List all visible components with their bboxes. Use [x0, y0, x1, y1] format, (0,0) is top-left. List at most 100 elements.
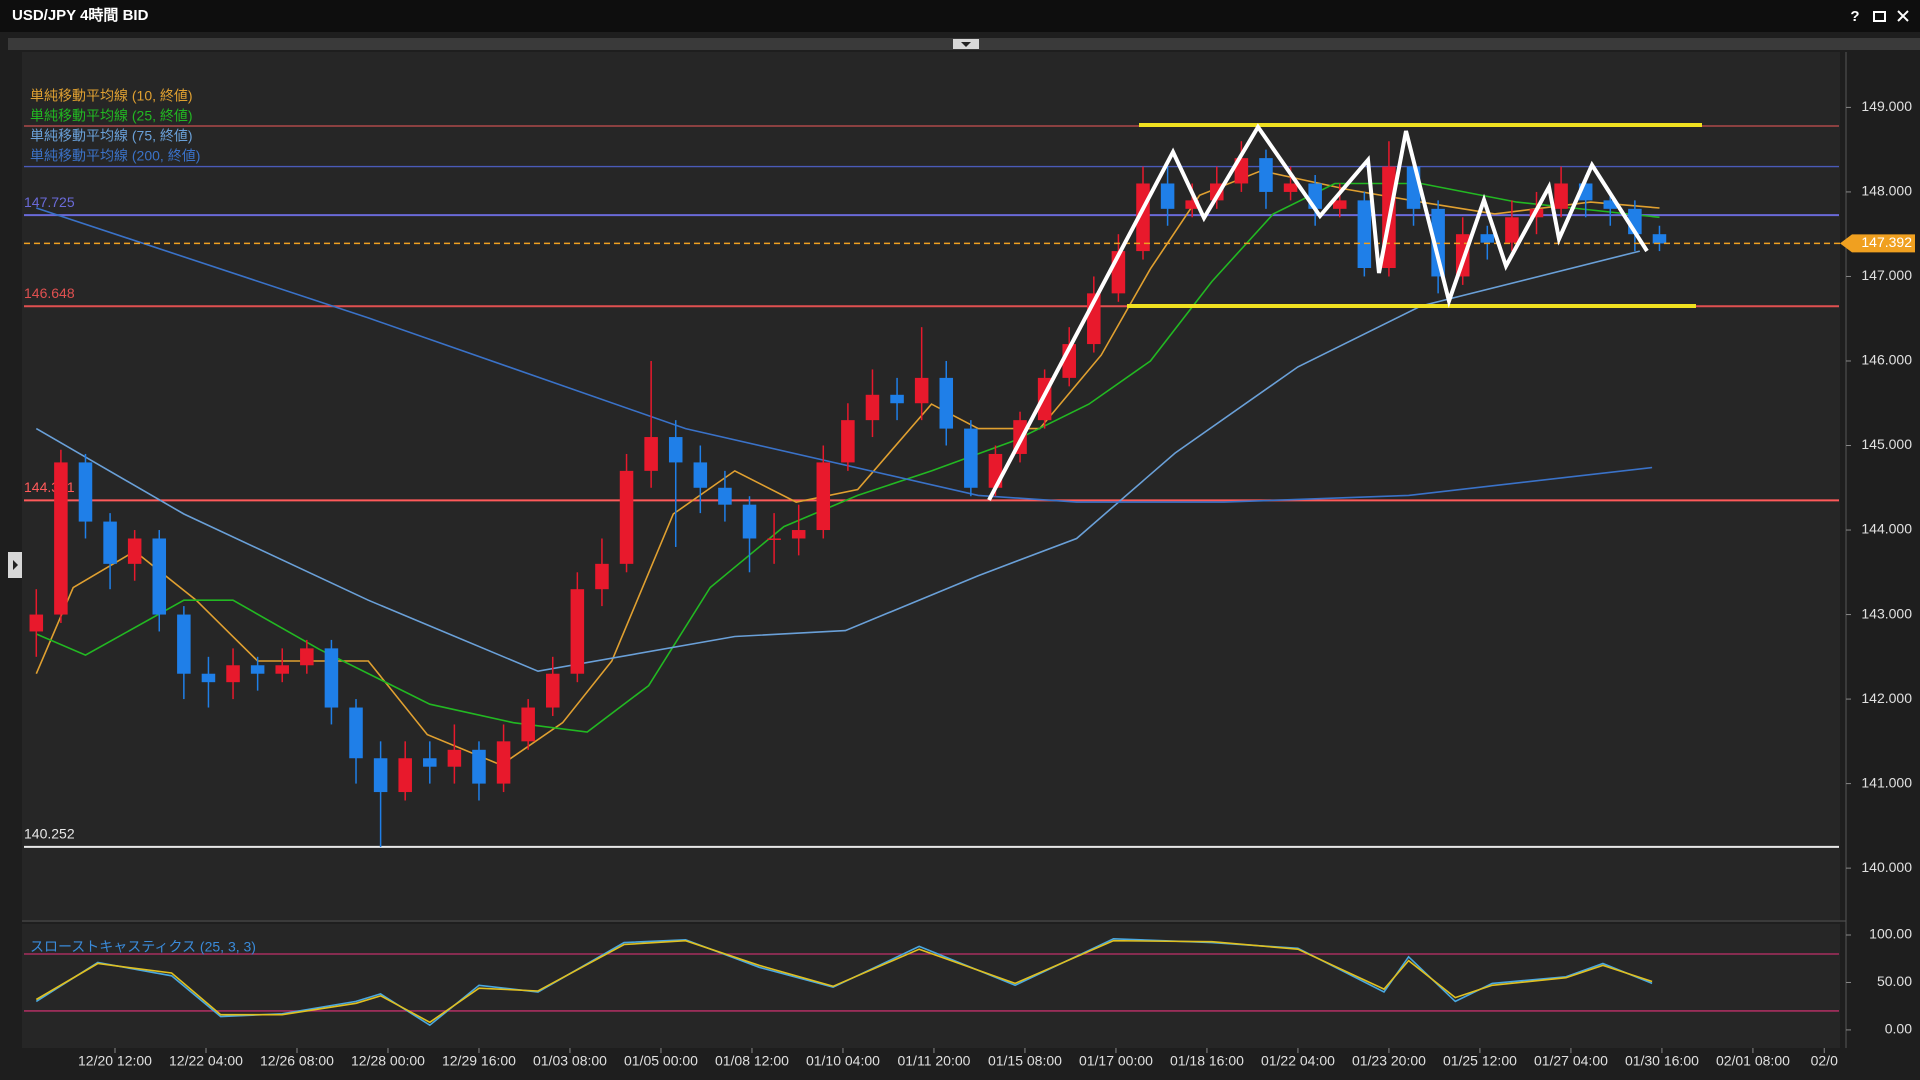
- x-tick-label: 01/17 00:00: [1079, 1053, 1153, 1069]
- indicator-chart: 0.00 50.00 100.00 スローストキャスティクス (25, 3, 3): [24, 926, 1912, 1037]
- candle-body: [152, 538, 167, 615]
- legend-entry: 単純移動平均線 (200, 終値): [30, 148, 200, 164]
- candle-body: [1505, 217, 1519, 243]
- candle-body: [1283, 183, 1298, 192]
- y-tick-label: 148.000: [1861, 183, 1912, 199]
- candle-body: [595, 563, 609, 590]
- y-tick-label: 140.000: [1861, 859, 1912, 875]
- level-label: 146.648: [24, 285, 75, 301]
- x-tick-label: 01/27 04:00: [1534, 1053, 1608, 1069]
- x-tick-label: 12/28 00:00: [351, 1053, 425, 1069]
- candle-body: [767, 538, 781, 540]
- legend-entry: 単純移動平均線 (75, 終値): [30, 128, 193, 144]
- x-tick-label: 01/11 20:00: [897, 1053, 970, 1069]
- candle-body: [349, 707, 363, 759]
- x-tick-label: 01/25 12:00: [1443, 1053, 1517, 1069]
- y-tick-label: 142.000: [1861, 690, 1912, 706]
- candle-body: [570, 589, 585, 674]
- candle-body: [177, 614, 191, 674]
- side-panel-icon: [13, 560, 18, 570]
- candle-body: [1357, 200, 1372, 269]
- candle-body: [398, 758, 412, 793]
- x-tick-label: 12/20 12:00: [78, 1053, 152, 1069]
- y-tick-label: 147.000: [1861, 267, 1912, 283]
- y-tick-label: 145.000: [1861, 436, 1912, 452]
- candle-body: [226, 665, 240, 683]
- indicator-line: [35, 250, 1640, 673]
- candle-body: [29, 614, 44, 632]
- y-tick-label: 50.00: [1877, 973, 1912, 989]
- candle-body: [890, 394, 904, 404]
- candle-body: [1259, 158, 1273, 192]
- candle-body: [300, 648, 314, 666]
- candle-body: [447, 749, 462, 767]
- y-tick-label: 146.000: [1861, 352, 1912, 368]
- x-tick-label: 01/05 00:00: [624, 1053, 698, 1069]
- y-tick-label: 144.000: [1861, 521, 1912, 537]
- candle-body: [54, 462, 68, 615]
- y-tick-label: 143.000: [1861, 605, 1912, 621]
- legend-entry: 単純移動平均線 (25, 終値): [30, 108, 193, 124]
- maximize-button[interactable]: [1873, 11, 1886, 22]
- x-tick-label: 01/30 16:00: [1625, 1053, 1699, 1069]
- indicator-line: [35, 939, 1653, 1024]
- y-tick-label: 149.000: [1861, 98, 1912, 114]
- x-tick-label: 02/01 08:00: [1716, 1053, 1790, 1069]
- candle-body: [373, 758, 388, 793]
- candle-body: [816, 462, 831, 531]
- candle-body: [201, 673, 216, 683]
- candle-body: [423, 758, 437, 767]
- main-chart: 147.725146.648144.351140.252147.392140.0…: [24, 88, 1915, 1069]
- plot-layer: 147.725146.648144.351140.252147.392140.0…: [24, 88, 1915, 1069]
- x-tick-label: 02/0: [1811, 1053, 1838, 1069]
- last-price-badge: [1840, 234, 1915, 253]
- x-tick-label: 12/29 16:00: [442, 1053, 516, 1069]
- candle-body: [1185, 200, 1199, 209]
- candle-body: [693, 462, 708, 488]
- indicator-line: [35, 937, 1653, 1027]
- main-plot-area: [22, 52, 1840, 920]
- indicator-label: スローストキャスティクス (25, 3, 3): [30, 939, 256, 955]
- last-price-label: 147.392: [1861, 234, 1912, 250]
- y-tick-label: 100.00: [1869, 926, 1912, 942]
- candle-body: [1652, 234, 1667, 244]
- x-tick-label: 01/08 12:00: [715, 1053, 789, 1069]
- level-label: 140.252: [24, 826, 75, 842]
- candle-body: [791, 530, 806, 539]
- candle-body: [496, 741, 511, 784]
- indicator-line: [36, 207, 1653, 503]
- help-button[interactable]: ?: [1850, 8, 1859, 25]
- candle-body: [1554, 183, 1568, 209]
- candle-body: [103, 521, 117, 564]
- x-tick-label: 01/03 08:00: [533, 1053, 607, 1069]
- candle-body: [545, 673, 560, 708]
- candle-body: [619, 470, 634, 564]
- candle-body: [668, 437, 683, 463]
- candle-body: [742, 504, 757, 539]
- candle-body: [841, 420, 855, 463]
- candle-body: [964, 428, 978, 488]
- candle-body: [127, 538, 142, 564]
- collapse-icon: [961, 42, 971, 47]
- x-tick-label: 12/22 04:00: [169, 1053, 243, 1069]
- x-tick-label: 01/22 04:00: [1261, 1053, 1335, 1069]
- candle-body: [1480, 234, 1495, 243]
- drawn-trendlines: [987, 123, 1702, 501]
- close-button[interactable]: [1897, 10, 1909, 22]
- window-title: USD/JPY 4時間 BID: [12, 6, 149, 24]
- candle-body: [521, 707, 535, 742]
- candle-body: [275, 665, 289, 674]
- candle-body: [472, 749, 486, 784]
- candle-body: [1603, 200, 1618, 209]
- level-label: 147.725: [24, 194, 75, 210]
- price-zigzag: [987, 123, 1649, 501]
- candle-body: [78, 462, 93, 522]
- x-tick-label: 01/15 08:00: [988, 1053, 1062, 1069]
- y-tick-label: 141.000: [1861, 774, 1912, 790]
- candle-body: [865, 394, 880, 421]
- x-tick-label: 01/10 04:00: [806, 1053, 880, 1069]
- candle-body: [718, 487, 732, 505]
- stochastic-plot-area: [22, 924, 1840, 1048]
